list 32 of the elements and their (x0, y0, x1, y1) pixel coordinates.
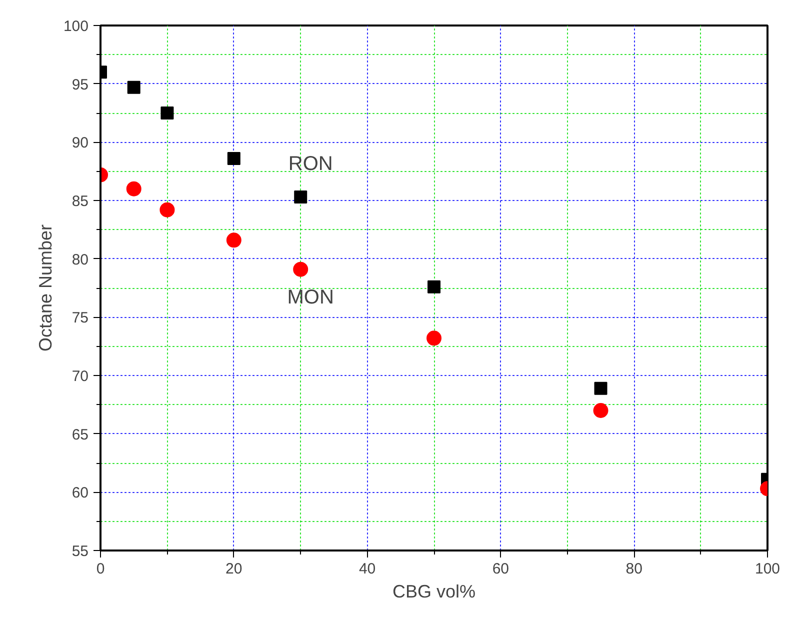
series-label: RON (288, 153, 333, 175)
y-tick-label: 70 (72, 368, 89, 385)
point (226, 232, 242, 248)
series-label: MON (287, 286, 334, 308)
point (126, 181, 142, 196)
y-tick-label: 80 (72, 251, 89, 268)
y-tick-label: 95 (72, 76, 89, 94)
point (227, 152, 240, 165)
x-tick-label: 40 (358, 560, 376, 578)
point (293, 262, 308, 277)
y-axis-title: Octane Number (35, 224, 56, 352)
point (428, 280, 440, 294)
point (594, 382, 608, 395)
point (127, 80, 140, 94)
point (426, 330, 442, 346)
point (160, 106, 174, 120)
x-tick-label: 60 (492, 560, 510, 578)
y-tick-label: 75 (72, 310, 89, 327)
y-tick-label: 85 (72, 193, 89, 210)
x-tick-label: 100 (754, 560, 780, 578)
point (593, 403, 608, 418)
x-tick-label: 0 (96, 560, 105, 578)
y-tick-label: 90 (72, 134, 89, 152)
y-tick-label: 60 (72, 484, 89, 502)
x-tick-label: 20 (226, 560, 242, 578)
y-tick-label: 100 (63, 18, 89, 35)
point (294, 190, 308, 204)
y-tick-label: 65 (72, 426, 89, 444)
y-tick-label: 55 (72, 543, 89, 560)
x-tick-label: 80 (626, 560, 642, 578)
x-axis-title: CBG vol% (392, 582, 476, 602)
point (160, 202, 175, 218)
